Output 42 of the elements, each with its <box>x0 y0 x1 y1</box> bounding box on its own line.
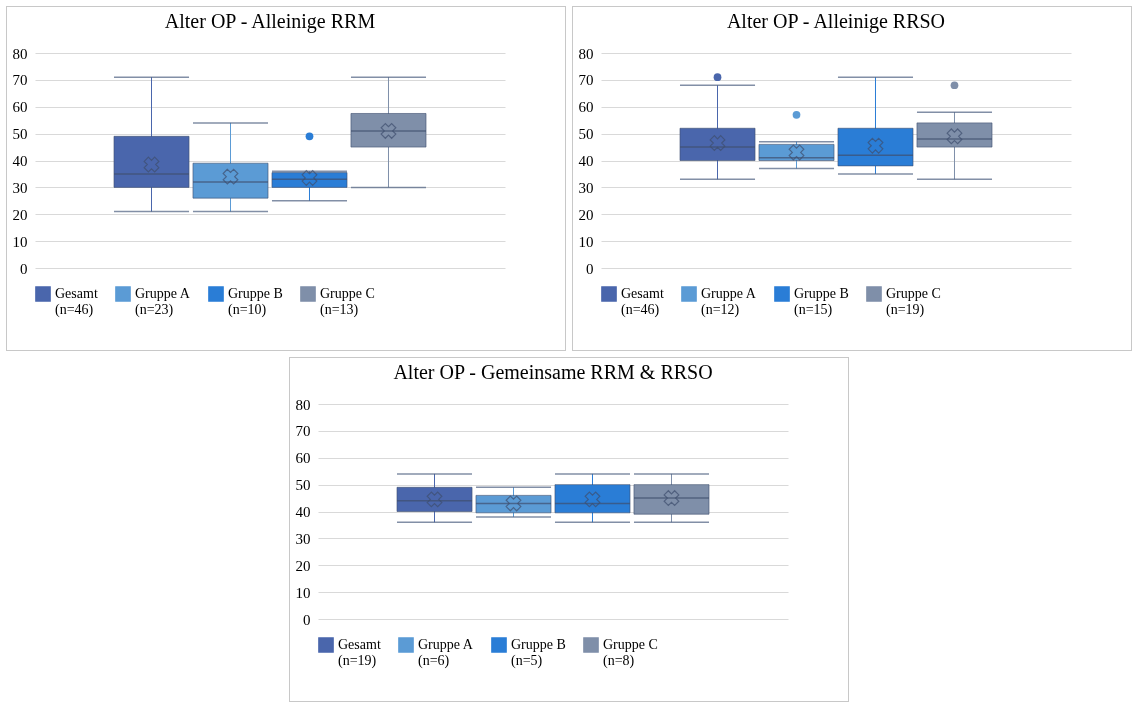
y-tick-label: 60 <box>12 99 28 116</box>
y-tick-label: 50 <box>295 477 311 494</box>
y-tick-label: 80 <box>578 45 594 62</box>
y-tick-label: 0 <box>586 260 594 277</box>
y-tick-label: 10 <box>295 584 311 601</box>
legend-label: Gruppe A (n=6) <box>418 637 474 669</box>
legend-label: Gesamt (n=46) <box>55 286 98 318</box>
y-tick-label: 80 <box>295 396 311 413</box>
y-tick-label: 70 <box>12 72 28 89</box>
y-tick-label: 50 <box>578 126 594 143</box>
y-tick-label: 80 <box>12 45 28 62</box>
legend-label: Gruppe B (n=5) <box>511 637 566 669</box>
y-tick-label: 70 <box>578 72 594 89</box>
y-tick-label: 20 <box>12 206 28 223</box>
y-tick-label: 10 <box>578 233 594 250</box>
legend-label: Gruppe B (n=15) <box>794 286 849 318</box>
y-tick-label: 40 <box>578 153 594 169</box>
legend-label: Gruppe A (n=23) <box>135 286 191 318</box>
legend-label: Gruppe C (n=19) <box>886 286 941 318</box>
chart-title: Alter OP - Alleinige RRM <box>164 10 376 33</box>
y-tick-label: 30 <box>578 179 594 196</box>
legend-label: Gruppe C (n=8) <box>603 637 658 669</box>
chart-title: Alter OP - Gemeinsame RRM & RRSO <box>393 361 713 383</box>
legend-label: Gruppe C (n=13) <box>320 286 375 318</box>
y-tick-label: 10 <box>12 233 28 250</box>
y-tick-label: 30 <box>12 179 28 196</box>
y-tick-label: 40 <box>12 153 28 169</box>
y-tick-label: 60 <box>295 450 311 467</box>
y-tick-label: 30 <box>295 530 311 547</box>
chart-title: Alter OP - Alleinige RRSO <box>726 10 946 33</box>
y-tick-label: 20 <box>295 557 311 574</box>
y-tick-label: 0 <box>303 611 311 628</box>
legend-label: Gesamt (n=46) <box>621 286 664 318</box>
y-tick-label: 40 <box>295 504 311 520</box>
legend-label: Gruppe B (n=10) <box>228 286 283 318</box>
y-tick-label: 0 <box>20 260 28 277</box>
legend-label: Gesamt (n=19) <box>338 637 381 669</box>
y-tick-label: 20 <box>578 206 594 223</box>
y-tick-label: 70 <box>295 423 311 440</box>
y-tick-label: 60 <box>578 99 594 116</box>
legend-label: Gruppe A (n=12) <box>701 286 757 318</box>
y-tick-label: 50 <box>12 126 28 143</box>
